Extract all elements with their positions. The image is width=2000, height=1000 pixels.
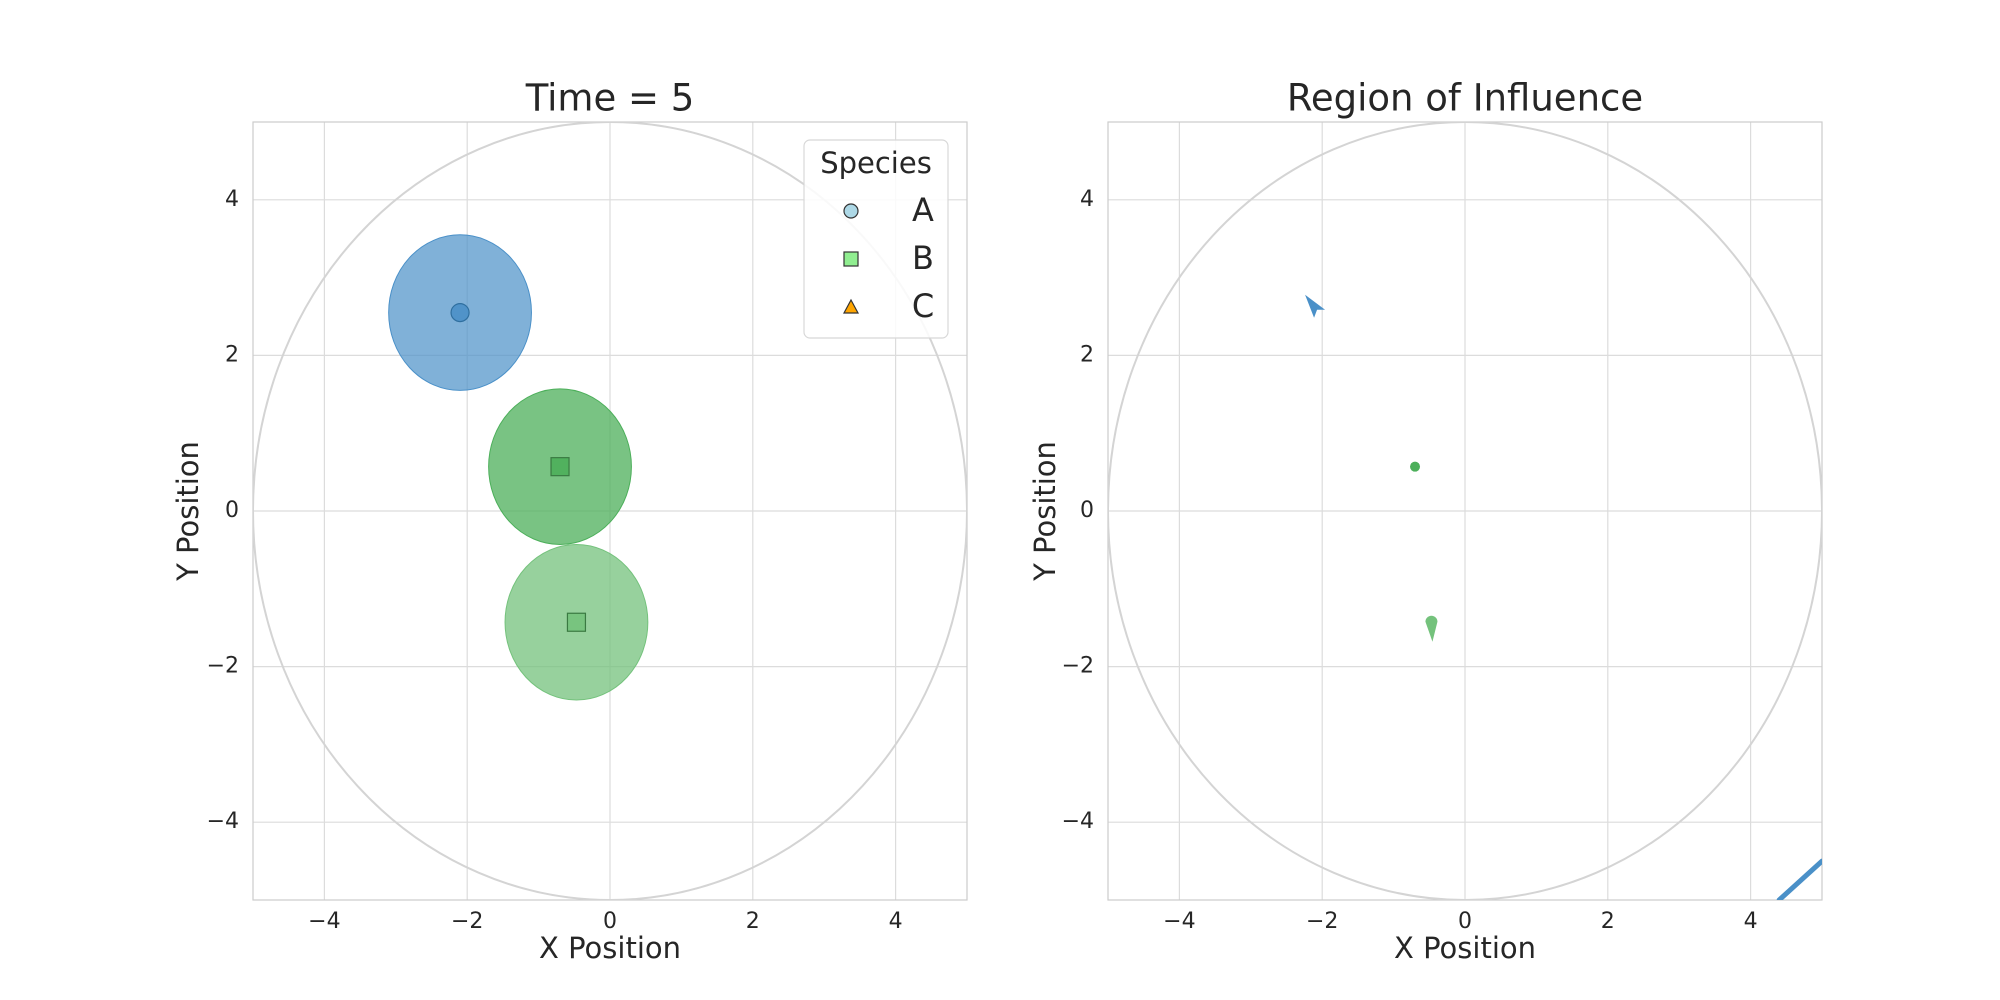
point-marker-b	[566, 612, 587, 632]
legend-title: Species	[820, 146, 932, 180]
y-tick-label: 4	[225, 187, 239, 212]
x-tick-label: 0	[1458, 909, 1472, 934]
x-tick-label: 0	[603, 909, 617, 934]
right-chart-grid	[1108, 122, 1822, 900]
legend-label-b: B	[912, 239, 934, 277]
x-tick-label: 4	[889, 909, 903, 934]
right-chart-ylabel: Y Position	[1028, 441, 1062, 582]
right-chart-xlabel: X Position	[1394, 931, 1536, 965]
legend: Species A B C	[803, 139, 949, 339]
y-tick-label: −4	[1062, 809, 1094, 834]
x-tick-label: −2	[1306, 909, 1338, 934]
trajectory-point-b1	[1410, 461, 1421, 472]
legend-label-a: A	[912, 191, 934, 229]
right-chart-panel: Region of Influence −4 −2 0 2 4 −4 −2 0 2 4 X Pos…	[1028, 77, 1823, 965]
x-tick-label: 2	[1601, 909, 1615, 934]
point-marker-b	[550, 457, 570, 477]
right-chart-ticks: −4 −2 0 2 4 −4 −2 0 2 4	[1062, 187, 1758, 934]
y-tick-label: −2	[1062, 654, 1094, 679]
legend-box	[803, 139, 949, 339]
trajectory-drop-b2	[1425, 615, 1438, 642]
legend-marker-b	[843, 251, 859, 267]
x-tick-label: 2	[746, 909, 760, 934]
left-chart-xlabel: X Position	[539, 931, 681, 965]
left-chart-ylabel: Y Position	[171, 441, 205, 582]
y-tick-label: 0	[225, 498, 239, 523]
left-chart-ticks: −4 −2 0 2 4 −4 −2 0 2 4	[207, 187, 903, 934]
y-tick-label: −4	[207, 809, 239, 834]
right-chart-marks	[1108, 122, 1822, 900]
left-chart-title: Time = 5	[525, 77, 695, 120]
left-chart-panel: Time = 5 −4 −2 0 2 4 −4 −2 0 2 4 X Position Y Pos…	[171, 77, 968, 965]
legend-marker-c	[842, 298, 860, 314]
x-tick-label: −2	[451, 909, 483, 934]
edge-trajectory-line	[1776, 858, 1822, 900]
legend-label-c: C	[912, 287, 934, 325]
left-chart-marks	[253, 122, 967, 900]
right-chart-title: Region of Influence	[1287, 77, 1643, 120]
y-tick-label: 4	[1080, 187, 1094, 212]
y-tick-label: 2	[225, 342, 239, 367]
x-tick-label: 4	[1744, 909, 1758, 934]
y-tick-label: 0	[1080, 498, 1094, 523]
legend-marker-a	[843, 203, 859, 219]
point-marker-a	[450, 303, 470, 323]
y-tick-label: −2	[207, 654, 239, 679]
y-tick-label: 2	[1080, 342, 1094, 367]
x-tick-label: −4	[1163, 909, 1195, 934]
trajectory-arrow-a	[1305, 294, 1326, 318]
x-tick-label: −4	[308, 909, 340, 934]
